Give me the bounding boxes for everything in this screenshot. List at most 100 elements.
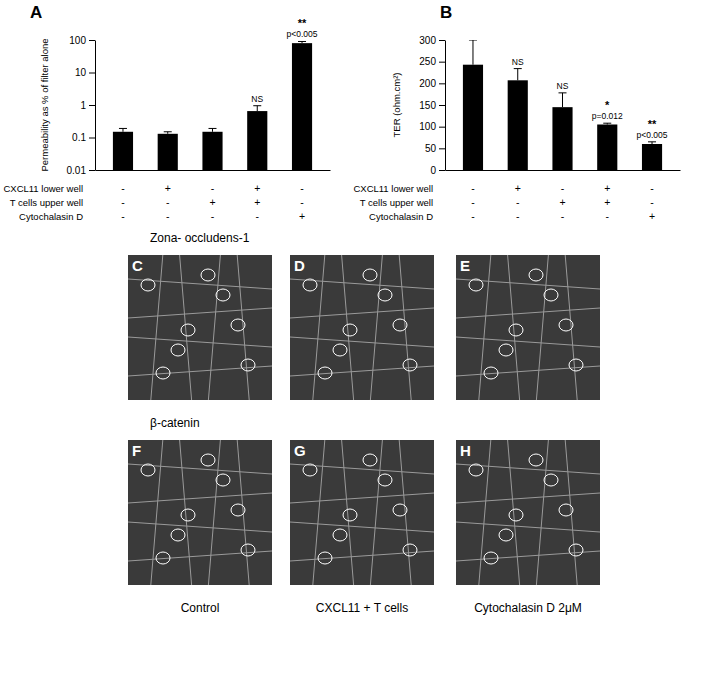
error-bar xyxy=(164,132,172,134)
y-tick: 300 xyxy=(419,35,445,46)
condition-mark: - xyxy=(606,210,610,222)
chart-1: B050100150200250300TER (ohm.cm²)NSNS*p=0… xyxy=(353,3,680,222)
error-bar-line xyxy=(469,40,477,41)
roi-circle xyxy=(171,344,185,356)
cell-border xyxy=(128,308,272,318)
roi-circle xyxy=(303,464,317,476)
roi-circle xyxy=(318,367,332,379)
roi-circle xyxy=(201,454,215,466)
roi-circle xyxy=(469,279,483,291)
error-bar-line xyxy=(119,128,127,129)
roi-circle xyxy=(216,289,230,301)
bar xyxy=(158,134,178,170)
roi-circle xyxy=(569,544,583,556)
annotation: ** xyxy=(298,17,307,29)
y-tick-label: 250 xyxy=(419,56,436,67)
error-bar-line xyxy=(648,141,656,142)
y-tick: 200 xyxy=(419,78,445,89)
y-tick-label: 100 xyxy=(419,121,436,132)
error-bar-line xyxy=(164,131,172,132)
condition-mark: + xyxy=(254,196,260,208)
y-tick-label: 100 xyxy=(69,35,86,46)
error-bar xyxy=(469,40,477,65)
plot-marks xyxy=(463,40,662,170)
roi-circle xyxy=(544,289,558,301)
y-tick-label: 50 xyxy=(425,143,437,154)
condition-mark: - xyxy=(471,210,475,222)
condition-mark: - xyxy=(211,182,215,194)
cell-border xyxy=(290,464,434,474)
y-tick: 10 xyxy=(75,67,95,78)
roi-circle xyxy=(343,509,357,521)
cell-border xyxy=(399,255,411,400)
cell-border xyxy=(237,440,249,585)
roi-circle xyxy=(231,319,245,331)
row-label: Zona- occludens-1 xyxy=(150,231,250,245)
y-axis-line xyxy=(95,41,96,171)
error-bar-line xyxy=(472,40,473,65)
condition-label: Cytochalasin D xyxy=(19,211,83,222)
roi-circle xyxy=(529,454,543,466)
y-tick-mark xyxy=(89,73,95,74)
roi-circle xyxy=(529,269,543,281)
cell-border xyxy=(456,279,600,289)
y-tick-mark xyxy=(89,105,95,106)
roi-circle xyxy=(378,289,392,301)
condition-mark: + xyxy=(559,196,565,208)
condition-mark: - xyxy=(300,182,304,194)
image-panel: G xyxy=(290,440,434,585)
y-tick: 150 xyxy=(419,100,445,111)
condition-mark: + xyxy=(299,210,305,222)
condition-mark: - xyxy=(650,196,654,208)
roi-circle xyxy=(559,319,573,331)
row-label: β-catenin xyxy=(150,416,200,430)
error-bar-line xyxy=(603,123,611,124)
y-axis-title: Permeability as % of filter alone xyxy=(39,38,50,171)
y-axis: 050100150200250300 xyxy=(419,35,445,176)
cell-border xyxy=(128,493,272,503)
y-tick-label: 1 xyxy=(80,100,86,111)
condition-mark: + xyxy=(649,210,655,222)
image-area xyxy=(456,255,600,400)
cell-border xyxy=(290,337,434,347)
roi-circle xyxy=(569,359,583,371)
y-tick: 0.01 xyxy=(67,165,95,176)
error-bar xyxy=(119,128,127,131)
y-tick-mark xyxy=(439,170,445,171)
cell-border xyxy=(456,308,600,318)
annotation: NS xyxy=(251,94,263,104)
error-bar xyxy=(514,69,522,81)
condition-mark: - xyxy=(121,182,125,194)
roi-circle xyxy=(484,552,498,564)
y-tick-mark xyxy=(89,138,95,139)
cell-border xyxy=(128,337,272,347)
condition-mark: - xyxy=(121,196,125,208)
roi-circle xyxy=(393,504,407,516)
roi-circle xyxy=(231,504,245,516)
y-tick-label: 300 xyxy=(419,35,436,46)
image-area xyxy=(290,440,434,585)
condition-label: Cytochalasin D xyxy=(369,211,433,222)
roi-circle xyxy=(378,474,392,486)
y-tick: 250 xyxy=(419,56,445,67)
y-tick-label: 150 xyxy=(419,100,436,111)
roi-circle xyxy=(241,544,255,556)
cell-border xyxy=(399,440,411,585)
error-bar xyxy=(603,123,611,124)
annotation: ** xyxy=(648,118,657,130)
roi-circle xyxy=(499,529,513,541)
roi-circle xyxy=(544,474,558,486)
y-tick-mark xyxy=(439,148,445,149)
y-tick-label: 0.1 xyxy=(72,132,86,143)
panel-letter: C xyxy=(132,257,143,274)
cell-border xyxy=(128,279,272,289)
error-bar-line xyxy=(122,128,123,131)
condition-mark: - xyxy=(561,210,565,222)
panel-letter: G xyxy=(294,442,306,459)
condition-mark: - xyxy=(256,210,260,222)
condition-mark: - xyxy=(166,210,170,222)
condition-mark: - xyxy=(121,210,125,222)
annotation: * xyxy=(605,99,610,111)
bar xyxy=(508,80,528,170)
roi-circle xyxy=(509,509,523,521)
